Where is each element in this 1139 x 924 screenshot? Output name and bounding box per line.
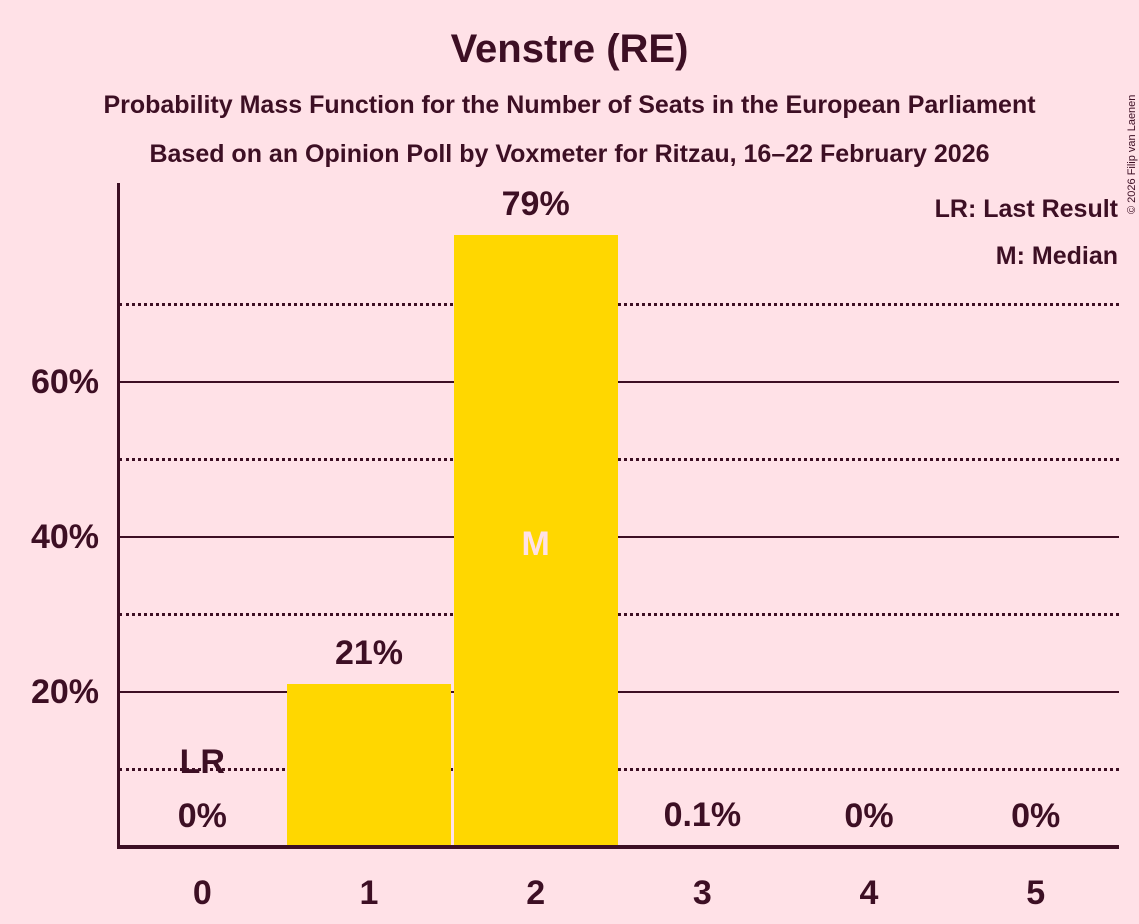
- plot-area: 20% 40% 60% 0% 0 21% 1 79% 2 0.1% 3 0% 4 0% 5 LR M: [31, 183, 1119, 911]
- gridline-dotted-70: [119, 303, 1119, 306]
- value-label-seats-2: 79%: [501, 184, 570, 223]
- y-tick-label-60%: 60%: [30, 363, 99, 401]
- x-tick-label-1: 1: [359, 874, 379, 912]
- gridline-dotted-10: [119, 768, 1119, 771]
- chart-subtitle-line2: Based on an Opinion Poll by Voxmeter for…: [149, 140, 990, 168]
- gridline-solid-60: [119, 381, 1119, 383]
- gridline-solid-40: [119, 536, 1119, 538]
- chart-title: Venstre (RE): [450, 27, 689, 71]
- value-label-seats-4: 0%: [844, 797, 894, 835]
- x-axis-line: [117, 845, 1119, 849]
- legend-last-result: LR: Last Result: [934, 195, 1118, 223]
- gridline-dotted-50: [119, 458, 1119, 461]
- chart-legend: LR: Last Result M: Median: [935, 186, 1118, 280]
- gridline-dotted-30: [119, 613, 1119, 616]
- chart-subtitle-line1: Probability Mass Function for the Number…: [103, 91, 1036, 119]
- legend-median: M: Median: [995, 242, 1118, 270]
- median-marker: M: [521, 524, 550, 563]
- gridline-solid-20: [119, 691, 1119, 693]
- y-axis-line: [117, 183, 120, 847]
- x-tick-label-0: 0: [192, 874, 212, 912]
- x-tick-label-4: 4: [859, 874, 879, 912]
- y-tick-label-40%: 40%: [30, 518, 99, 556]
- last-result-marker: LR: [179, 743, 225, 781]
- value-label-seats-3: 0.1%: [663, 796, 742, 835]
- value-label-seats-0: 0%: [177, 797, 227, 835]
- value-label-seats-5: 0%: [1011, 797, 1061, 835]
- bar-seats-1: [287, 684, 451, 847]
- value-label-seats-1: 21%: [334, 634, 404, 673]
- x-tick-label-5: 5: [1026, 874, 1046, 912]
- bar-seats-2: [453, 234, 618, 847]
- x-tick-label-2: 2: [526, 874, 546, 912]
- x-tick-label-3: 3: [692, 874, 712, 912]
- y-tick-label-20%: 20%: [30, 673, 99, 711]
